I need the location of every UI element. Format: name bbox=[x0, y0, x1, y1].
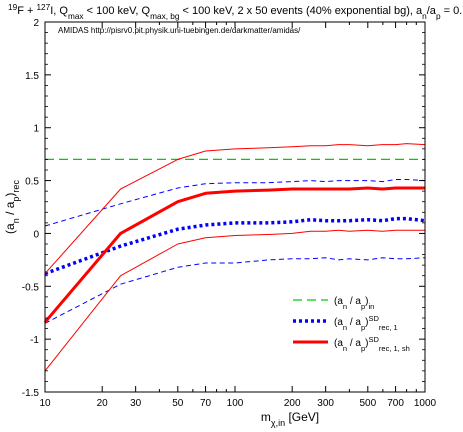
legend-label-0: (an / ap)in bbox=[334, 296, 374, 311]
y-tick-label: -1.5 bbox=[22, 388, 40, 399]
x-tick-label: 30 bbox=[130, 398, 142, 409]
series-line-3 bbox=[44, 257, 426, 324]
chart-title-text: 19F + 127I, Qmax < 100 keV, Qmax, bg < 1… bbox=[8, 3, 463, 21]
x-tick-label: 20 bbox=[97, 398, 109, 409]
y-tick-label: 0.5 bbox=[25, 177, 39, 188]
y-tick-label: 2 bbox=[33, 18, 39, 29]
x-tick-label: 50 bbox=[172, 398, 184, 409]
y-tick-label: 1 bbox=[33, 124, 39, 135]
x-tick-label: 300 bbox=[317, 398, 334, 409]
x-tick-label: 100 bbox=[227, 398, 244, 409]
y-axis-label: (an / ap)rec bbox=[3, 180, 21, 234]
x-tick-label: 700 bbox=[387, 398, 404, 409]
legend-label-2: (an / ap)SDrec, 1, sh bbox=[334, 335, 410, 353]
x-axis-label: mχ,in [GeV] bbox=[261, 410, 319, 428]
x-tick-label: 200 bbox=[284, 398, 301, 409]
series-line-6 bbox=[44, 229, 425, 372]
series-line-5 bbox=[44, 143, 426, 274]
series-line-1 bbox=[44, 216, 426, 276]
legend-label-1: (an / ap)SDrec, 1 bbox=[334, 314, 398, 332]
chart-subtitle: AMIDAS http://pisrv0.pit.physik.uni-tueb… bbox=[58, 26, 301, 35]
series-line-2 bbox=[44, 179, 426, 227]
y-tick-label: -0.5 bbox=[22, 282, 40, 293]
x-tick-label: 10 bbox=[39, 398, 51, 409]
x-tick-label: 70 bbox=[200, 398, 212, 409]
y-tick-label: -1 bbox=[30, 335, 39, 346]
y-tick-label: 0 bbox=[33, 229, 39, 240]
series-line-4 bbox=[43, 186, 425, 324]
y-tick-label: 1.5 bbox=[25, 71, 39, 82]
x-tick-label: 1000 bbox=[414, 398, 437, 409]
x-tick-label: 500 bbox=[359, 398, 376, 409]
